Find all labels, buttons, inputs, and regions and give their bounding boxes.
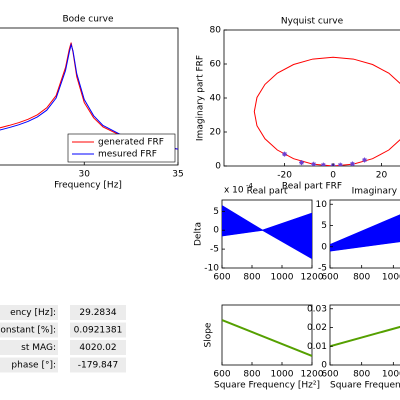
plot-content	[330, 325, 400, 348]
x-tick-label: 600	[213, 370, 230, 380]
x-tick-label: 1000	[382, 370, 400, 380]
param-value-cell	[70, 357, 126, 373]
x-tick-label: 800	[353, 273, 370, 283]
x-tick-label: 35	[172, 170, 183, 180]
param-label: phase [°]:	[11, 361, 56, 371]
x-tick-label: 1000	[382, 273, 400, 283]
y-tick-label: 0	[321, 361, 327, 371]
param-value: -179.847	[78, 361, 118, 371]
y-tick-label: 0	[215, 162, 221, 172]
plot: 600 800 1000 1200 -10 -5 0 5	[204, 199, 324, 283]
x-tick-label: 1200	[301, 370, 324, 380]
plot-area	[223, 29, 400, 167]
series-line	[330, 214, 400, 246]
param-label: onstant [%]:	[0, 326, 56, 336]
param-value-cell	[70, 340, 126, 355]
x-axis-label: Frequency [Hz]	[54, 181, 122, 191]
series-line	[253, 56, 400, 166]
series-line	[222, 212, 312, 237]
x-tick-label: 600	[213, 273, 230, 283]
y-tick-label: 80	[210, 26, 222, 36]
x-tick-label: 1200	[301, 273, 324, 283]
y-tick-label: -5	[318, 264, 327, 274]
x-tick-label: 20	[376, 171, 388, 181]
plot-area	[329, 304, 400, 366]
y-tick-label: 0.01	[307, 342, 327, 352]
series-line	[330, 325, 400, 348]
plot-title: Bode curve	[62, 15, 113, 25]
plot-area	[221, 304, 313, 366]
marker	[349, 161, 355, 166]
param-value: 29.2834	[79, 308, 116, 318]
y-tick-label: 40	[210, 94, 222, 104]
legend-label: generated FRF	[98, 138, 164, 148]
series-line	[222, 319, 312, 357]
x-tick-label: 800	[353, 370, 370, 380]
y-exponent: -4	[246, 182, 254, 190]
y-tick-label: 0.02	[307, 323, 327, 333]
y-tick-label: 5	[213, 207, 219, 217]
x-tick-label: 800	[243, 370, 260, 380]
plot: 600 800 1000 -5 0 5 10	[316, 199, 400, 283]
param-value: 4020.02	[79, 343, 116, 353]
y-tick-label: 5	[321, 221, 327, 231]
y-axis-label: Imaginary part FRF	[196, 55, 206, 141]
plot-content	[222, 205, 312, 259]
param-label-cell	[0, 357, 58, 373]
plot-title: Imaginary part	[352, 187, 400, 197]
x-axis-label: Square Frequency [Hz²]	[330, 381, 400, 391]
x-tick-label: -20	[277, 171, 292, 181]
marker	[282, 151, 288, 157]
x-axis-label: Square Frequency [Hz²]	[214, 381, 320, 391]
marker	[337, 162, 343, 166]
y-multiplier: x 10	[224, 186, 244, 196]
param-label-cell	[0, 305, 58, 320]
plot: 600 800 1000 0 0.01 0.02 0.03	[307, 304, 400, 380]
param-value-cell	[70, 305, 126, 320]
y-tick-label: 20	[210, 128, 222, 138]
series-line	[330, 241, 400, 252]
marker	[299, 160, 305, 166]
plot-title: Nyquist curve	[281, 17, 344, 27]
y-tick-label: 60	[210, 60, 222, 70]
x-tick-label: 1000	[271, 273, 294, 283]
plot-content	[330, 214, 400, 252]
y-axis-label: Delta	[194, 222, 204, 246]
x-tick-label: 1000	[271, 370, 294, 380]
legend-label: mesured FRF	[98, 150, 157, 160]
plot-content	[222, 319, 312, 357]
param-value-cell	[70, 322, 126, 338]
y-tick-label: 10	[316, 200, 328, 210]
x-tick-label: 600	[321, 273, 338, 283]
param-value: 0.0921381	[74, 326, 123, 336]
y-tick-label: 0	[213, 226, 219, 236]
x-tick-label: 800	[243, 273, 260, 283]
marker	[362, 157, 368, 163]
param-label: ency [Hz]:	[10, 308, 56, 318]
x-tick-label: 600	[321, 370, 338, 380]
plot-title: Real part	[247, 187, 288, 197]
y-axis-label: Slope	[204, 322, 214, 347]
plot: 600 800 1000 1200	[213, 304, 324, 380]
x-tick-label: 30	[79, 170, 91, 180]
marker	[320, 162, 326, 166]
x-tick-label: 0	[330, 171, 336, 181]
param-label-cell	[0, 322, 58, 338]
x-axis-label: Real part FRF	[282, 182, 342, 192]
plot: -20 0 20 0 20 40 60 80	[210, 26, 400, 181]
y-tick-label: 0	[321, 242, 327, 252]
y-tick-label: -10	[204, 264, 219, 274]
plot-content	[253, 56, 400, 166]
y-tick-label: 0.03	[307, 304, 327, 314]
plot: 30 35 generated FRF mesured FRF	[0, 27, 184, 180]
param-label: st MAG:	[21, 343, 56, 353]
marker	[311, 161, 317, 166]
param-label-cell	[0, 340, 58, 355]
y-tick-label: -5	[210, 245, 219, 255]
legend-box	[67, 133, 176, 163]
